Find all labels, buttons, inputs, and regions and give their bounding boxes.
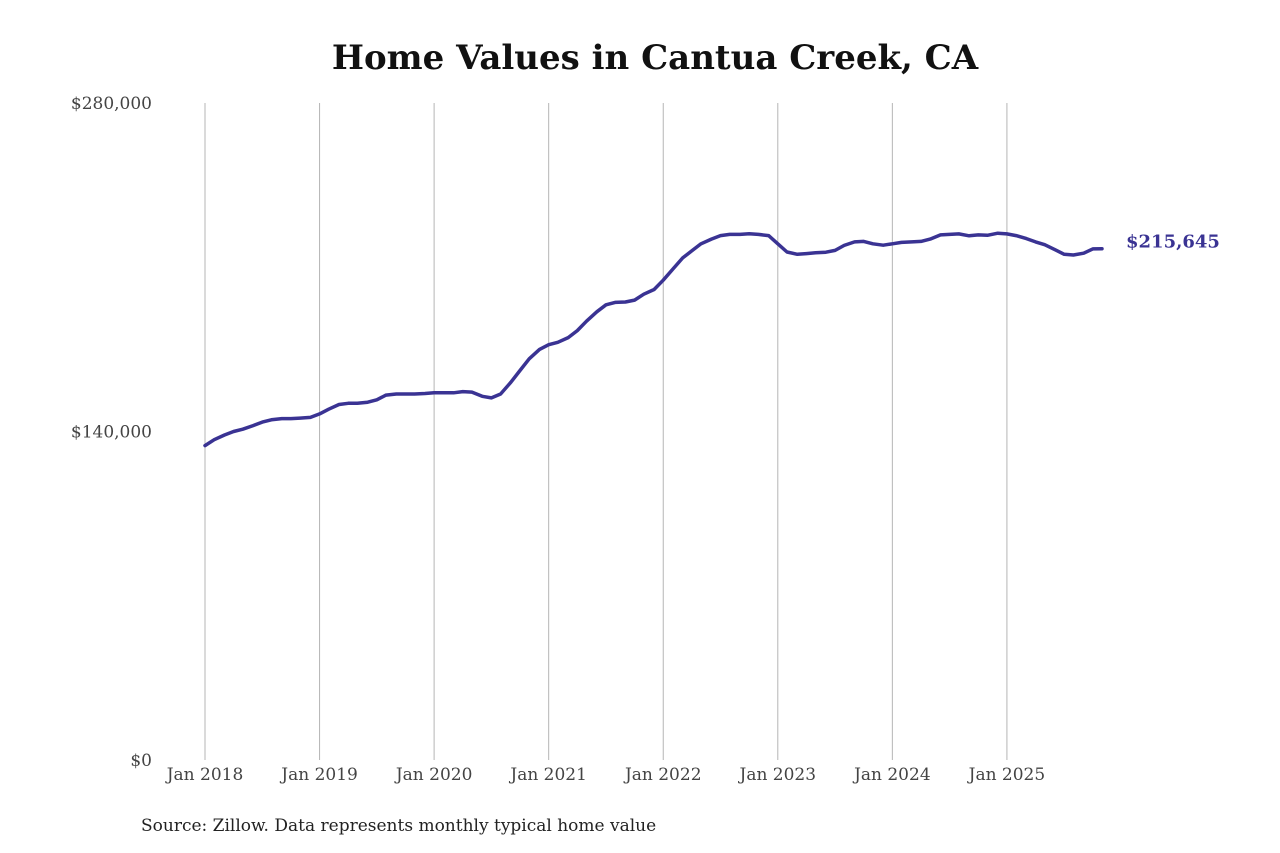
end-value-label: $215,645 [1126,232,1220,253]
y-tick-label: $280,000 [71,94,152,114]
gridlines [204,103,1008,760]
x-tick-label: Jan 2019 [279,765,358,785]
y-tick-label: $0 [130,751,152,771]
source-note: Source: Zillow. Data represents monthly … [141,816,657,836]
x-tick-label: Jan 2025 [967,765,1046,785]
x-tick-label: Jan 2024 [852,765,931,785]
x-tick-label: Jan 2020 [394,765,473,785]
x-tick-label: Jan 2023 [738,765,817,785]
chart-title: Home Values in Cantua Creek, CA [331,38,979,78]
x-tick-label: Jan 2022 [623,765,702,785]
x-tick-label: Jan 2018 [165,765,244,785]
x-tick-label: Jan 2021 [508,765,587,785]
series-line [203,231,1104,448]
y-tick-label: $140,000 [71,423,152,443]
y-axis-ticks: $0 $140,000 $280,000 [71,94,152,771]
x-axis-ticks: Jan 2018 Jan 2019 Jan 2020 Jan 2021 Jan 2022… [165,765,1045,785]
